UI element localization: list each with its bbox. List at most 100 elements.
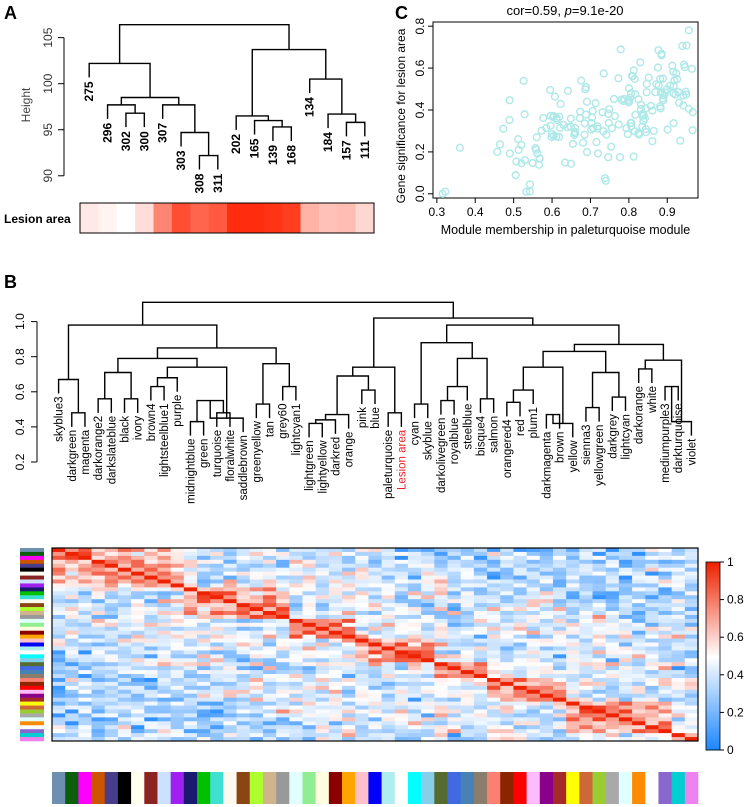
color-scale-step: [706, 697, 720, 700]
heatmap-cell: [328, 575, 343, 580]
column-color-swatch: [236, 772, 251, 804]
row-color-swatch: [20, 725, 44, 730]
heatmap-cell: [289, 713, 303, 718]
heatmap-cell: [249, 618, 264, 624]
heatmap-cell: [276, 618, 290, 624]
heatmap-cell: [421, 567, 435, 573]
heatmap-cell: [407, 717, 422, 722]
heatmap-cell: [276, 677, 290, 683]
heatmap-cell: [236, 737, 251, 742]
heatmap-cell: [566, 548, 580, 553]
heatmap-cell: [144, 607, 158, 612]
heatmap-cell: [500, 559, 514, 565]
heatmap-cell: [223, 697, 237, 703]
heatmap-cell: [605, 595, 620, 600]
color-scale-step: [706, 748, 720, 751]
heatmap-cell: [513, 674, 528, 679]
dendrogram-branch-14: [251, 48, 327, 116]
heatmap-cell: [342, 634, 356, 639]
heatmap-cell: [157, 658, 172, 663]
heatmap-cell: [210, 689, 224, 695]
heatmap-cell: [223, 650, 237, 655]
column-color-swatch: [539, 772, 554, 804]
heatmap-cell: [632, 654, 646, 659]
heatmap-cell: [447, 654, 462, 659]
heatmap-cell: [91, 548, 106, 553]
heatmap-cell: [131, 717, 145, 722]
heatmap-cell: [157, 646, 172, 651]
heatmap-cell: [447, 630, 462, 636]
heatmap-cell: [473, 614, 488, 620]
heatmap-cell: [552, 693, 567, 699]
heatmap-cell: [421, 654, 435, 659]
heatmap-cell: [210, 548, 224, 553]
heatmap-cell: [632, 666, 646, 671]
heatmap-cell: [460, 681, 475, 687]
heatmap-cell: [157, 579, 172, 584]
heatmap-cell: [658, 575, 673, 580]
heatmap-cell: [289, 681, 303, 687]
heatmap-cell: [368, 587, 382, 592]
heatmap-cell: [487, 626, 501, 632]
heatmap-cell: [183, 579, 198, 584]
heatmap-cell: [91, 670, 106, 675]
heatmap-cell: [579, 729, 593, 734]
row-color-swatch: [20, 638, 44, 643]
row-color-swatch: [20, 567, 44, 572]
heatmap-cell: [289, 646, 303, 651]
heatmap-cell: [302, 638, 317, 643]
heatmap-cell: [513, 575, 528, 580]
heatmap-cell: [632, 681, 646, 687]
dendrogram-branch-30: [456, 357, 488, 399]
heatmap-cell: [315, 559, 330, 565]
heatmap-cell: [289, 709, 303, 714]
heatmap-cell: [262, 607, 277, 612]
heatmap-cell: [262, 614, 277, 620]
heatmap-cell: [65, 595, 79, 600]
heatmap-cell: [104, 674, 119, 679]
heatmap-cell: [394, 575, 409, 580]
scatter-point: [522, 187, 531, 196]
heatmap-cell: [78, 654, 92, 659]
heatmap-cell: [605, 701, 620, 706]
heatmap-cell: [342, 642, 356, 647]
heatmap-cell: [289, 587, 303, 592]
heatmap-cell: [210, 670, 224, 675]
heatmap-cell: [170, 599, 185, 604]
heatmap-cell: [658, 559, 673, 565]
heatmap-cell: [210, 674, 224, 679]
heatmap-cell: [355, 587, 369, 592]
scatter-point: [652, 80, 661, 89]
heatmap-cell: [645, 567, 659, 573]
heatmap-cell: [407, 591, 422, 596]
heatmap-cell: [342, 662, 356, 667]
heatmap-cell: [144, 725, 158, 730]
row-color-swatch: [20, 677, 44, 683]
heatmap-cell: [355, 567, 369, 573]
heatmap-cell: [539, 705, 554, 710]
heatmap-cell: [434, 591, 448, 596]
heatmap-cell: [487, 642, 501, 647]
heatmap-cell: [487, 662, 501, 667]
heatmap-cell: [434, 697, 448, 703]
heatmap-cell: [645, 685, 659, 691]
heatmap-cell: [473, 658, 488, 663]
leaf-label: steelblue: [462, 404, 474, 450]
leaf-label: 308: [192, 173, 206, 193]
heatmap-cell: [500, 607, 514, 612]
heatmap-cell: [460, 618, 475, 624]
heatmap-cell: [315, 654, 330, 659]
heatmap-cell: [302, 551, 317, 557]
heatmap-cell: [579, 551, 593, 557]
heatmap-cell: [552, 622, 567, 628]
heatmap-cell: [197, 737, 211, 742]
heatmap-cell: [91, 591, 106, 596]
heatmap-cell: [197, 693, 211, 699]
heatmap-cell: [434, 701, 448, 706]
trait-cell: [263, 203, 283, 233]
heatmap-cell: [592, 630, 607, 636]
heatmap-cell: [632, 689, 646, 695]
heatmap-cell: [197, 555, 211, 561]
heatmap-cell: [434, 705, 448, 710]
heatmap-cell: [526, 607, 541, 612]
